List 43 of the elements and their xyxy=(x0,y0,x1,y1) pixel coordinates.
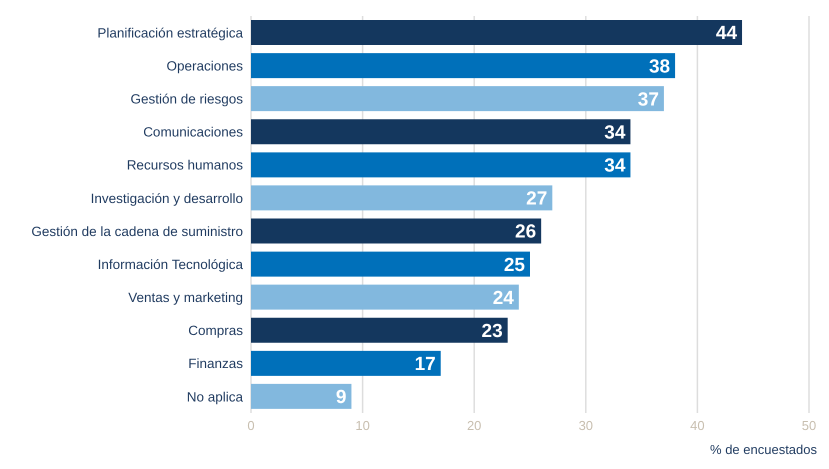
data-label: 34 xyxy=(604,156,626,177)
x-tick-label: 10 xyxy=(355,418,370,434)
bar xyxy=(251,119,630,144)
data-label: 37 xyxy=(638,89,659,110)
data-label: 25 xyxy=(504,254,526,276)
data-label: 9 xyxy=(336,387,346,408)
bar xyxy=(251,318,508,343)
data-label: 34 xyxy=(604,122,626,144)
y-tick-label: Finanzas xyxy=(188,356,244,372)
x-tick-label: 40 xyxy=(690,418,705,434)
x-tick-label: 30 xyxy=(578,418,594,434)
y-tick-label: No aplica xyxy=(186,389,244,404)
x-tick-label: 50 xyxy=(802,418,816,434)
y-tick-label: Compras xyxy=(188,323,244,338)
bar xyxy=(251,53,676,78)
x-tick-label: 20 xyxy=(466,418,482,434)
bar xyxy=(251,218,542,244)
bar xyxy=(251,252,530,277)
y-tick-label: Planificación estratégica xyxy=(97,25,244,40)
bar xyxy=(251,185,552,210)
y-tick-label: Investigación y desarrollo xyxy=(90,190,243,206)
x-tick-label: 0 xyxy=(247,418,255,434)
data-label: 17 xyxy=(414,354,436,376)
y-tick-label: Gestión de la cadena de suministro xyxy=(31,224,243,239)
y-tick-label: Recursos humanos xyxy=(126,158,244,173)
bar xyxy=(251,284,519,310)
data-label: 24 xyxy=(492,288,514,309)
x-axis-title: % de encuestados xyxy=(710,442,817,457)
y-tick-label: Información Tecnológica xyxy=(98,256,244,272)
data-label: 44 xyxy=(716,23,738,44)
data-label: 23 xyxy=(482,320,503,342)
data-label: 38 xyxy=(648,56,670,78)
y-tick-label: Comunicaciones xyxy=(143,124,244,140)
data-label: 26 xyxy=(515,222,536,243)
bar xyxy=(251,86,664,112)
bar xyxy=(251,384,352,409)
y-tick-label: Ventas y marketing xyxy=(128,290,243,305)
bar xyxy=(251,350,441,376)
bar xyxy=(251,20,742,45)
y-tick-label: Operaciones xyxy=(166,58,244,74)
data-label: 27 xyxy=(526,188,548,210)
y-tick-label: Gestión de riesgos xyxy=(130,92,244,106)
bar xyxy=(251,152,630,178)
